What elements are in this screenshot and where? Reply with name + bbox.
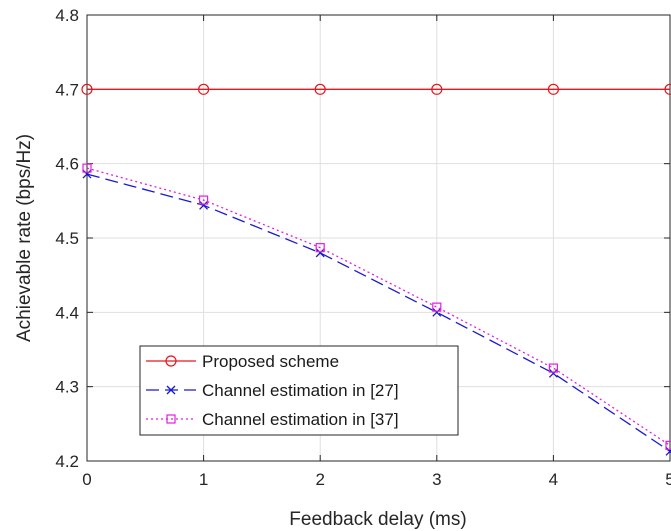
series-layer	[81, 83, 671, 456]
series-2-point	[548, 368, 558, 378]
x-tick-label: 1	[199, 470, 208, 489]
legend-entries: Proposed scheme Channel estimation in [27…	[146, 352, 399, 429]
series-1-point	[314, 83, 326, 95]
series-3-point	[315, 243, 325, 253]
y-tick-label: 4.2	[55, 452, 79, 471]
series-3-point	[82, 163, 92, 173]
series-1	[81, 83, 671, 95]
axis-ticks: 0 1 2 3 4 5 4.2 4.3 4.4 4.5 4.6 4.7 4.8	[55, 6, 671, 489]
y-axis-label: Achievable rate (bps/Hz)	[14, 134, 35, 342]
x-axis-label: Feedback delay (ms)	[289, 509, 466, 530]
series-3-point	[665, 440, 671, 450]
series-3	[82, 163, 671, 450]
x-tick-label: 5	[665, 470, 671, 489]
series-2	[82, 169, 671, 456]
series-2-line	[86, 173, 671, 452]
series-2-point	[432, 307, 442, 317]
y-tick-label: 4.6	[55, 155, 79, 174]
series-1-point	[431, 83, 443, 95]
y-tick-label: 4.4	[55, 303, 79, 322]
x-tick-label: 2	[315, 470, 324, 489]
legend-swatch-marker	[166, 414, 176, 424]
legend-label: Channel estimation in [27]	[202, 381, 399, 400]
series-1-point	[547, 83, 560, 95]
series-2-point	[315, 248, 325, 258]
x-tick-label: 0	[82, 470, 91, 489]
series-1-point	[198, 83, 210, 95]
series-3-line	[86, 167, 671, 446]
y-tick-label: 4.5	[55, 229, 79, 248]
series-1-point	[81, 83, 93, 95]
y-tick-label: 4.7	[55, 80, 79, 99]
y-tick-label: 4.8	[55, 6, 79, 25]
legend: Proposed scheme Channel estimation in [27…	[139, 345, 459, 436]
legend-swatch-marker	[166, 385, 176, 395]
series-2-point	[665, 446, 671, 456]
series-2-point	[82, 169, 92, 179]
x-tick-label: 3	[432, 470, 441, 489]
legend-swatch-marker	[165, 355, 177, 367]
series-1-point	[664, 83, 671, 95]
legend-label: Channel estimation in [37]	[202, 410, 399, 429]
series-3-point	[548, 363, 559, 373]
series-3-point	[432, 302, 442, 312]
series-3-point	[199, 195, 209, 205]
x-tick-label: 4	[549, 470, 558, 489]
series-2-point	[199, 200, 209, 210]
legend-label: Proposed scheme	[202, 352, 339, 371]
y-tick-label: 4.3	[55, 378, 79, 397]
